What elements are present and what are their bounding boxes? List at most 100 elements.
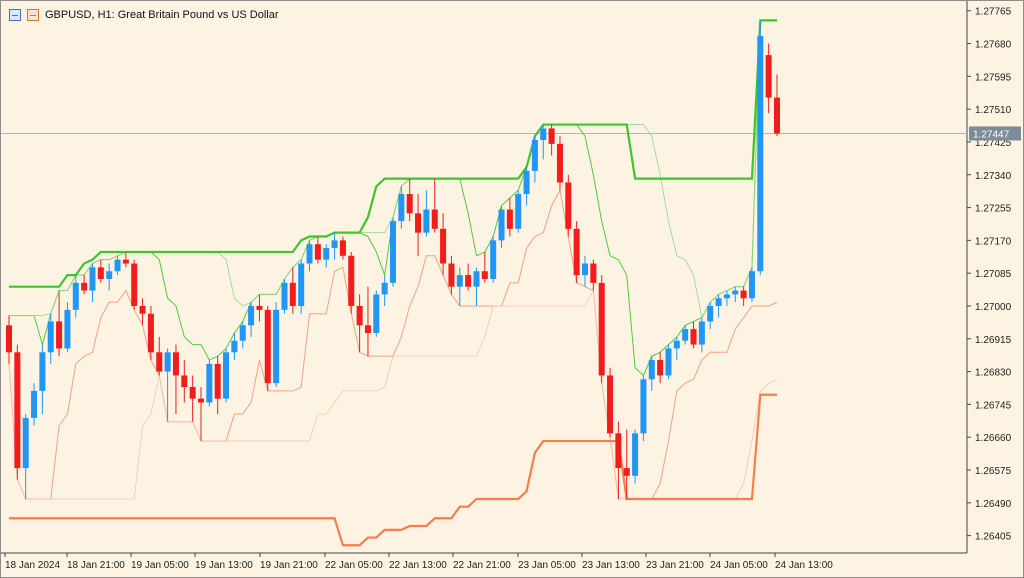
candle-body[interactable]: [89, 267, 96, 291]
candle-body[interactable]: [431, 209, 438, 229]
y-tick-label: 1.26405: [975, 532, 1012, 543]
candle-body[interactable]: [206, 363, 213, 403]
candle-body[interactable]: [623, 468, 630, 476]
candle-body[interactable]: [389, 221, 397, 283]
candle-body[interactable]: [298, 263, 305, 306]
upper-band-fast: [9, 19, 777, 377]
candle-body[interactable]: [31, 390, 38, 418]
candle-body[interactable]: [690, 329, 697, 345]
candle-body[interactable]: [156, 352, 163, 372]
candle-body[interactable]: [256, 305, 263, 310]
candle-body[interactable]: [648, 360, 655, 380]
candle-body[interactable]: [231, 340, 238, 353]
candle-body[interactable]: [498, 209, 505, 241]
candle-body[interactable]: [707, 305, 714, 322]
indicator-icon[interactable]: [27, 9, 39, 21]
candle-body[interactable]: [698, 321, 705, 345]
candle-body[interactable]: [164, 352, 171, 372]
candle-body[interactable]: [723, 294, 730, 299]
candle-body[interactable]: [356, 305, 363, 326]
candle-body[interactable]: [172, 352, 179, 376]
candle-body[interactable]: [540, 128, 547, 141]
candle-body[interactable]: [281, 282, 288, 310]
candle-body[interactable]: [757, 35, 764, 272]
candle-body[interactable]: [615, 433, 622, 469]
candle-body[interactable]: [456, 275, 463, 287]
candle-body[interactable]: [189, 387, 196, 399]
candle-body[interactable]: [673, 340, 680, 349]
candle-body[interactable]: [47, 321, 54, 353]
candle-body[interactable]: [147, 313, 154, 353]
candle-body[interactable]: [506, 209, 513, 229]
candle-body[interactable]: [448, 263, 455, 287]
candle-body[interactable]: [423, 209, 430, 233]
candle-body[interactable]: [657, 360, 664, 376]
candle-body[interactable]: [339, 240, 346, 256]
candle-body[interactable]: [398, 194, 405, 222]
y-tick-label: 1.27000: [975, 302, 1012, 313]
chart-window-icon[interactable]: [9, 9, 21, 21]
candle-body[interactable]: [515, 194, 522, 229]
candle-body[interactable]: [632, 433, 639, 476]
candle-body[interactable]: [440, 228, 447, 264]
candle-body[interactable]: [732, 290, 739, 295]
candle-body[interactable]: [740, 290, 747, 299]
candle-body[interactable]: [665, 348, 672, 376]
candle-body[interactable]: [331, 240, 338, 249]
candle-body[interactable]: [581, 263, 589, 276]
candle-body[interactable]: [181, 375, 188, 388]
candle-body[interactable]: [598, 282, 605, 376]
candle-body[interactable]: [556, 143, 563, 183]
candle-body[interactable]: [64, 309, 71, 349]
candle-body[interactable]: [465, 275, 472, 287]
candle-body[interactable]: [348, 255, 355, 306]
candle-body[interactable]: [131, 263, 138, 306]
candle-body[interactable]: [523, 170, 530, 195]
candle-body[interactable]: [573, 228, 580, 276]
candle-body[interactable]: [97, 267, 104, 279]
candle-body[interactable]: [264, 309, 271, 384]
candle-body[interactable]: [239, 325, 246, 341]
candle-body[interactable]: [765, 55, 772, 98]
candle-body[interactable]: [481, 271, 488, 279]
candle-body[interactable]: [607, 375, 614, 434]
candle-body[interactable]: [640, 379, 647, 434]
candle-body[interactable]: [56, 321, 63, 349]
candle-body[interactable]: [197, 398, 205, 403]
candle-body[interactable]: [314, 244, 321, 260]
candle-body[interactable]: [565, 182, 572, 229]
candle-body[interactable]: [364, 325, 371, 333]
candle-body[interactable]: [72, 282, 79, 310]
candle-body[interactable]: [748, 271, 755, 299]
candle-body[interactable]: [306, 244, 313, 264]
candle-body[interactable]: [289, 282, 296, 306]
candle-body[interactable]: [223, 352, 230, 399]
candle-body[interactable]: [381, 282, 388, 295]
candle-body[interactable]: [22, 417, 29, 469]
candle-body[interactable]: [773, 97, 781, 134]
candle-body[interactable]: [5, 325, 13, 353]
candle-body[interactable]: [473, 271, 480, 287]
candle-body[interactable]: [81, 282, 88, 291]
candle-body[interactable]: [490, 240, 497, 279]
candle-body[interactable]: [415, 213, 422, 233]
candle-body[interactable]: [373, 294, 380, 333]
candle-body[interactable]: [122, 259, 129, 264]
candle-body[interactable]: [406, 194, 413, 214]
candle-body[interactable]: [248, 305, 255, 326]
candle-body[interactable]: [590, 263, 597, 283]
candle-body[interactable]: [214, 363, 221, 399]
candle-body[interactable]: [682, 329, 689, 341]
candle-body[interactable]: [273, 309, 280, 384]
candle-body[interactable]: [39, 352, 46, 391]
candle-body[interactable]: [114, 259, 121, 272]
candle-body[interactable]: [139, 305, 146, 314]
candle-body[interactable]: [531, 140, 538, 171]
candle-body[interactable]: [14, 352, 21, 469]
candle-body[interactable]: [106, 271, 113, 279]
candle-body[interactable]: [323, 248, 330, 260]
candle-body[interactable]: [548, 128, 555, 144]
candle-body[interactable]: [715, 298, 722, 306]
